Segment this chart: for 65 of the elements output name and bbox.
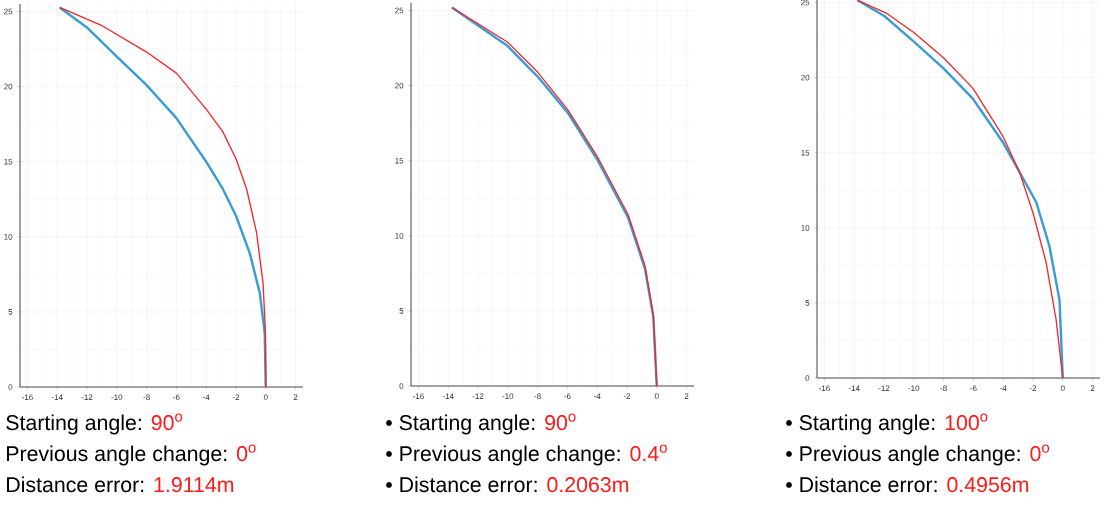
text: 0$^{o}$	[1030, 444, 1050, 462]
y-tick-label: 25	[395, 7, 404, 14]
y-tick-label: 15	[395, 157, 404, 164]
x-tick-label: -2	[623, 393, 631, 399]
x-tick-label: 2	[684, 393, 689, 399]
text: 1.9114m	[154, 477, 234, 493]
y-tick-label: 25	[801, 0, 810, 6]
x-tick-label: -8	[534, 393, 541, 400]
text: Distance error:	[7, 476, 144, 493]
text: Previous angle change:	[7, 445, 227, 466]
text: 90$^{o}$	[151, 413, 183, 431]
x-tick-label: -16	[819, 385, 830, 392]
x-tick-label: -10	[908, 385, 920, 392]
text: • Starting angle:	[786, 414, 935, 435]
text: • Distance error:	[786, 476, 937, 493]
x-tick-label: -6	[970, 385, 977, 392]
x-tick-label: -16	[22, 394, 33, 401]
text: • Starting angle:	[386, 414, 535, 435]
text: Starting angle:	[6, 414, 141, 435]
x-tick-label: -4	[999, 385, 1007, 391]
x-tick-label: 0	[654, 393, 659, 400]
x-tick-label: -14	[442, 393, 454, 399]
x-tick-label: -12	[472, 393, 484, 399]
text: • Previous angle change:	[786, 445, 1020, 466]
y-tick-label: 5	[399, 308, 404, 314]
y-tick-label: 5	[8, 309, 13, 315]
y-tick-label: 15	[801, 149, 810, 156]
y-tick-label: 15	[4, 158, 13, 165]
y-tick-label: 20	[395, 82, 404, 89]
x-tick-label: 2	[1090, 385, 1095, 391]
y-tick-label: 10	[4, 233, 13, 240]
y-tick-label: 10	[395, 232, 404, 239]
y-tick-label: 20	[4, 83, 13, 90]
x-tick-label: -2	[232, 394, 240, 400]
text: • Distance error:	[386, 476, 537, 493]
x-tick-label: -6	[173, 394, 180, 401]
y-tick-label: 20	[801, 74, 810, 81]
text: 90$^{o}$	[545, 413, 576, 431]
x-tick-label: -16	[413, 393, 424, 400]
x-tick-label: -8	[940, 385, 947, 392]
text: • Previous angle change:	[386, 445, 620, 466]
x-tick-label: 0	[1060, 385, 1065, 392]
x-tick-label: -4	[593, 393, 601, 399]
x-tick-label: 2	[293, 394, 298, 400]
x-tick-label: -14	[51, 394, 63, 400]
x-tick-label: -2	[1029, 385, 1037, 391]
text: 0.4$^{o}$	[630, 444, 667, 462]
y-tick-label: 25	[4, 8, 13, 15]
text: 0$^{o}$	[236, 444, 256, 462]
x-tick-label: -14	[848, 385, 860, 391]
text: 100$^{o}$	[945, 413, 988, 431]
text: 0.4956m	[947, 477, 1029, 493]
x-tick-label: 0	[263, 394, 268, 401]
x-tick-label: -12	[81, 394, 93, 400]
x-tick-label: -8	[143, 394, 150, 401]
x-tick-label: -6	[564, 393, 571, 400]
text: 0.2063m	[547, 477, 629, 493]
x-tick-label: -12	[878, 385, 890, 391]
x-tick-label: -4	[202, 394, 210, 400]
x-tick-label: -10	[502, 393, 514, 400]
y-tick-label: 5	[805, 300, 810, 306]
y-tick-label: 10	[801, 224, 810, 231]
y-tick-label: 0	[805, 375, 810, 381]
line-series	[58, 6, 267, 389]
x-tick-label: -10	[111, 394, 123, 401]
